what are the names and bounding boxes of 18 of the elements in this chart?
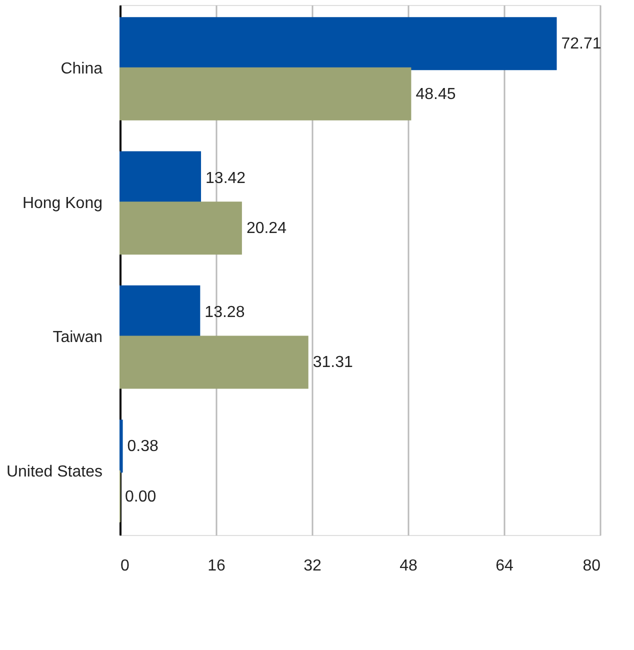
y-tick-label: Hong Kong <box>22 194 102 212</box>
x-tick-label: 32 <box>304 558 322 574</box>
data-label: 13.42 <box>206 170 246 187</box>
y-tick-label: United States <box>6 463 102 480</box>
data-label: 72.71 <box>561 36 602 53</box>
x-tick-label: 48 <box>400 558 418 574</box>
data-label: 13.28 <box>204 304 245 321</box>
x-tick-label: 80 <box>582 558 601 574</box>
x-tick-label: 64 <box>496 558 514 574</box>
data-label: 20.24 <box>246 220 287 238</box>
x-tick-label: 0 <box>120 558 130 574</box>
data-label: 0.00 <box>125 488 156 506</box>
y-tick-label: Taiwan <box>52 329 102 346</box>
data-label: 48.45 <box>416 86 456 103</box>
data-label: 31.31 <box>312 354 353 372</box>
data-label: 0.38 <box>127 438 159 456</box>
x-tick-label: 16 <box>208 558 226 574</box>
y-tick-label: China <box>60 60 103 78</box>
